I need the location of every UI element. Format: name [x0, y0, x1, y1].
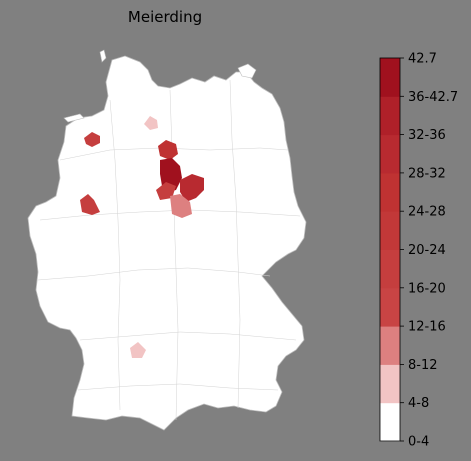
- germany-outline: [27, 55, 307, 431]
- colorbar-bin-32-36: [380, 96, 400, 136]
- colorbar-bin-24-28: [380, 172, 400, 212]
- colorbar-bin-36-42.7: [380, 58, 400, 97]
- highlighted-district-stuttgart: [130, 342, 146, 358]
- colorbar-legend: 0-4 4-8 8-12 12-16 16-20 20-24 24-28 28-32 32-36…: [379, 52, 458, 450]
- highlighted-district-hannover-north: [158, 140, 178, 160]
- colorbar-bin-0-4: [380, 402, 400, 442]
- island-east: [237, 63, 257, 79]
- colorbar-tick-label: 12-16: [408, 320, 446, 335]
- colorbar-tick-label: 20-24: [408, 243, 446, 258]
- map-title: Meierding: [127, 8, 203, 26]
- colorbar-tick-label: 4-8: [408, 396, 429, 411]
- colorbar-tick-label: 16-20: [408, 281, 446, 296]
- colorbar-tick-label: 36-42.7: [408, 90, 458, 105]
- colorbar-tick-label: 8-12: [408, 358, 438, 373]
- highlighted-district-hamburg: [144, 116, 158, 130]
- colorbar-tick-label: 0-4: [408, 435, 429, 450]
- highlighted-district-emsland-north: [84, 132, 100, 147]
- highlighted-district-braunschweig: [180, 174, 204, 202]
- colorbar-bin-20-24: [380, 211, 400, 250]
- colorbar-bin-28-32: [380, 134, 400, 174]
- colorbar-tick-label: 28-32: [408, 166, 446, 181]
- highlighted-district-goettingen: [170, 194, 192, 218]
- colorbar-tick-label: 32-36: [408, 128, 446, 143]
- highlighted-district-muenster: [80, 194, 100, 215]
- colorbar-bin-16-20: [380, 249, 400, 289]
- island-northwest: [63, 113, 85, 123]
- colorbar-bin-12-16: [380, 287, 400, 327]
- colorbar-tick-label: 24-28: [408, 205, 446, 220]
- island-north: [99, 49, 107, 63]
- district-borders: [37, 79, 301, 421]
- colorbar-bin-8-12: [380, 326, 400, 365]
- colorbar-tick-label: 42.7: [408, 52, 437, 67]
- colorbar-bin-4-8: [380, 364, 400, 404]
- highlighted-district-hildesheim: [156, 182, 176, 200]
